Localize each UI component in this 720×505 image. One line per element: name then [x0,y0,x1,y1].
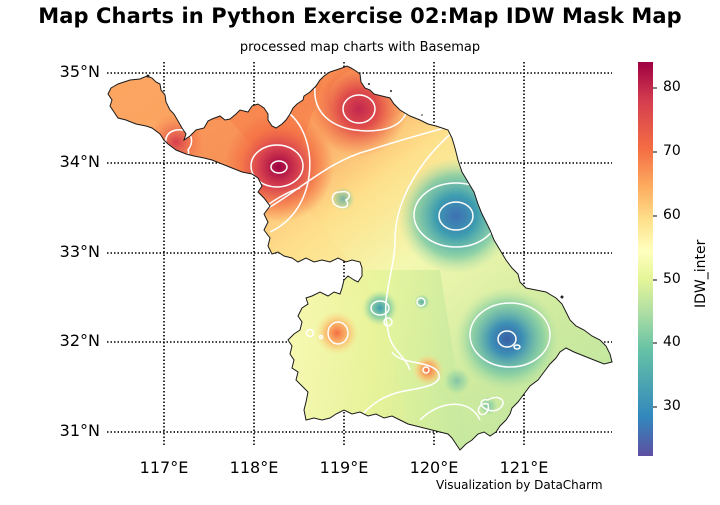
colorbar-tick-60: 60 [663,207,681,223]
chart-title: Map Charts in Python Exercise 02:Map IDW… [38,4,682,28]
colorbar-tick-70: 70 [663,143,681,159]
chart-subtitle: processed map charts with Basemap [239,40,481,55]
y-tick-33n: 33°N [59,242,100,261]
y-tick-31n: 31°N [59,421,100,440]
x-tick-120e: 120°E [409,458,459,477]
y-tick-34n: 34°N [59,152,100,171]
x-tick-117e: 117°E [139,458,189,477]
colorbar [638,62,657,456]
colorbar-tick-30: 30 [663,398,681,414]
x-tick-121e: 121°E [499,458,549,477]
x-tick-118e: 118°E [229,458,279,477]
credit-text: Visualization by DataCharm [436,478,603,492]
y-tick-35n: 35°N [59,62,100,81]
colorbar-tick-80: 80 [663,79,681,95]
colorbar-tick-40: 40 [663,334,681,350]
colorbar-tick-50: 50 [663,271,681,287]
y-tick-32n: 32°N [59,331,100,350]
x-tick-119e: 119°E [319,458,369,477]
contour-lines [159,87,551,431]
colorbar-label: IDW_inter [693,239,709,308]
island-markers [146,74,564,299]
